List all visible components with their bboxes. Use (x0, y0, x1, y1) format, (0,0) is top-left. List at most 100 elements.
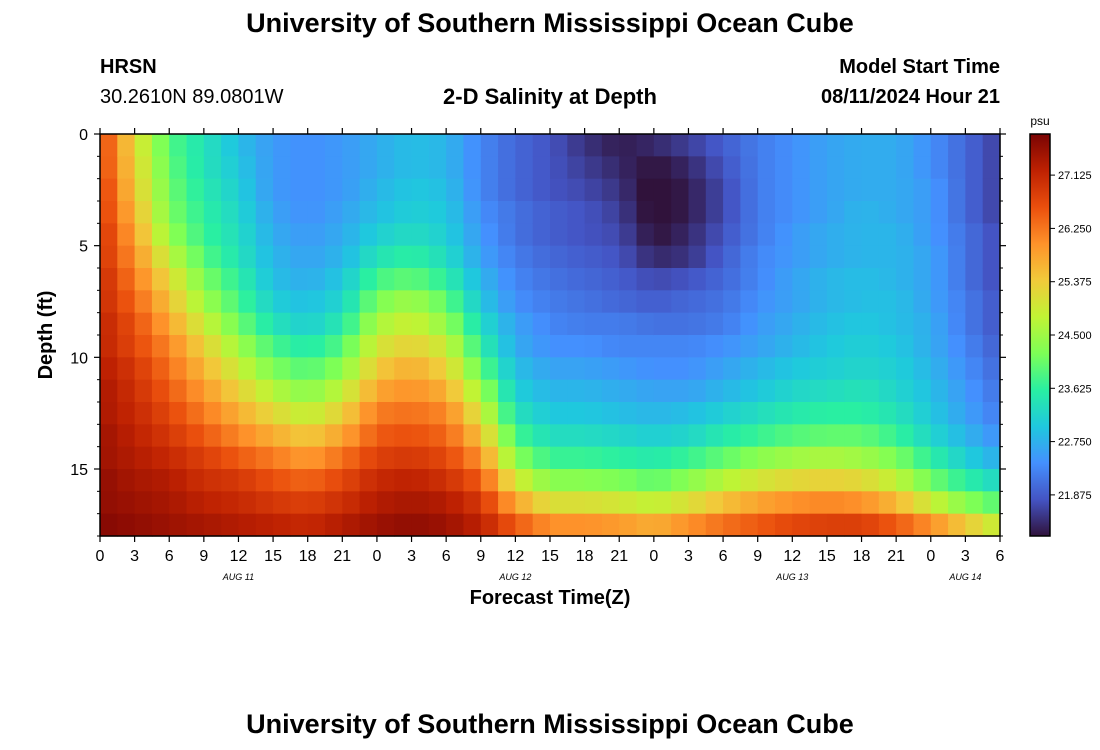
y-tick-label: 15 (70, 462, 88, 479)
heatmap-cell (757, 335, 776, 358)
heatmap-cell (809, 446, 828, 470)
heatmap-cell (896, 491, 915, 515)
heatmap-cell (100, 469, 118, 492)
heatmap-cell (878, 134, 897, 157)
heatmap-cell (930, 424, 949, 448)
heatmap-cell (567, 245, 586, 269)
heatmap-cell (186, 335, 205, 358)
heatmap-cell (948, 513, 966, 537)
heatmap-cell (844, 357, 863, 381)
heatmap-cell (844, 134, 863, 157)
heatmap-cell (255, 178, 274, 202)
heatmap-cell (861, 357, 880, 381)
heatmap-cell (826, 424, 845, 448)
heatmap-cell (186, 290, 205, 314)
heatmap-cell (775, 357, 793, 381)
heatmap-cell (896, 379, 915, 403)
heatmap-cell (411, 335, 430, 358)
heatmap-cell (169, 335, 188, 358)
heatmap-cell (307, 290, 326, 314)
heatmap-cell (671, 335, 690, 358)
heatmap-cell (584, 424, 603, 448)
heatmap-cell (273, 513, 291, 537)
heatmap-cell (723, 290, 741, 314)
heatmap-cell (653, 156, 672, 180)
heatmap-cell (826, 201, 845, 224)
heatmap-cell (151, 156, 170, 180)
heatmap-cell (169, 290, 188, 314)
heatmap-cell (186, 491, 205, 515)
heatmap-cell (896, 402, 915, 425)
heatmap-cell (636, 223, 655, 247)
heatmap-cell (394, 335, 413, 358)
heatmap-cell (688, 245, 707, 269)
x-tick-label: 9 (753, 548, 762, 565)
heatmap-cell (255, 290, 274, 314)
heatmap-cell (671, 290, 690, 314)
heatmap-cell (878, 402, 897, 425)
heatmap-cell (550, 156, 568, 180)
heatmap-cell (826, 290, 845, 314)
heatmap-cell (671, 424, 690, 448)
heatmap-cell (411, 290, 430, 314)
heatmap-cell (688, 469, 707, 492)
heatmap-cell (826, 491, 845, 515)
heatmap-cell (307, 156, 326, 180)
heatmap-cell (446, 290, 465, 314)
heatmap-cell (913, 513, 932, 537)
heatmap-cell (757, 312, 776, 336)
heatmap-cell (723, 513, 741, 537)
heatmap-cell (394, 223, 413, 247)
heatmap-cell (394, 134, 413, 157)
heatmap-cell (238, 402, 257, 425)
heatmap-cell (601, 134, 620, 157)
day-label: AUG 12 (498, 572, 531, 582)
heatmap-cell (151, 402, 170, 425)
heatmap-cell (844, 379, 863, 403)
heatmap-cell (463, 469, 482, 492)
heatmap-cell (255, 357, 274, 381)
heatmap-cell (705, 134, 724, 157)
x-tick-label: 0 (926, 548, 935, 565)
heatmap-cell (463, 446, 482, 470)
heatmap-cell (619, 402, 638, 425)
heatmap-cell (151, 312, 170, 336)
heatmap-cell (705, 335, 724, 358)
heatmap-cell (376, 312, 395, 336)
heatmap-cell (567, 379, 586, 403)
heatmap-cell (688, 178, 707, 202)
heatmap-cell (186, 245, 205, 269)
heatmap-cell (809, 491, 828, 515)
heatmap-cell (480, 357, 499, 381)
heatmap-cell (428, 268, 447, 291)
heatmap-cell (221, 335, 240, 358)
heatmap-cell (809, 223, 828, 247)
heatmap-cell (688, 446, 707, 470)
heatmap-cell (567, 178, 586, 202)
heatmap-cell (584, 223, 603, 247)
heatmap-cell (359, 156, 378, 180)
heatmap-cell (463, 513, 482, 537)
x-tick-label: 0 (372, 548, 381, 565)
heatmap-cell (411, 268, 430, 291)
heatmap-cell (394, 245, 413, 269)
heatmap-cell (809, 402, 828, 425)
heatmap-cell (948, 357, 966, 381)
heatmap-cell (896, 134, 915, 157)
heatmap-cell (394, 290, 413, 314)
heatmap-cell (480, 402, 499, 425)
heatmap-cell (186, 357, 205, 381)
heatmap-cell (325, 223, 343, 247)
heatmap-cell (290, 424, 309, 448)
heatmap-cell (826, 357, 845, 381)
heatmap-cell (965, 312, 984, 336)
x-tick-label: 9 (476, 548, 485, 565)
heatmap-cell (861, 491, 880, 515)
heatmap-cell (601, 335, 620, 358)
heatmap-cell (930, 357, 949, 381)
x-tick-label: 18 (299, 548, 317, 565)
heatmap-cell (775, 446, 793, 470)
heatmap-cell (792, 491, 811, 515)
heatmap-cell (584, 134, 603, 157)
heatmap-cell (480, 245, 499, 269)
